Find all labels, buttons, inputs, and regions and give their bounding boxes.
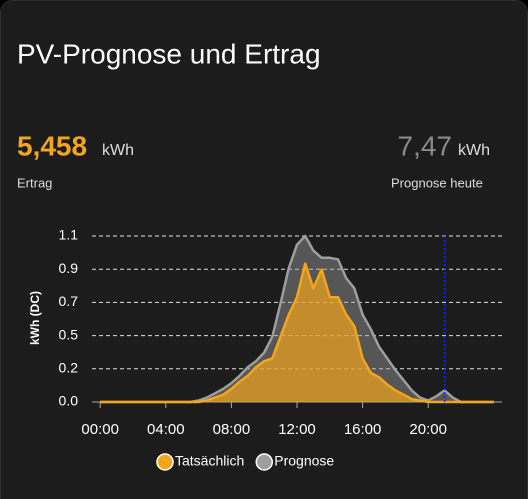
y-tick-label: 0.7: [59, 293, 79, 309]
legend-label[interactable]: Tatsächlich: [175, 453, 244, 469]
series-line: [100, 234, 494, 404]
legend-marker[interactable]: [156, 453, 174, 471]
x-tick-label: 08:00: [213, 421, 251, 438]
y-tick-label: 0.0: [59, 393, 79, 409]
y-tick-label: 0.2: [59, 360, 79, 376]
prognose-value: 7,47: [398, 130, 453, 161]
x-tick-label: 16:00: [344, 421, 382, 438]
ertrag-value: 5,458: [17, 130, 87, 161]
prognose-label: Prognose heute: [391, 175, 483, 190]
y-tick-label: 0.9: [59, 260, 79, 276]
legend-label[interactable]: Prognose: [274, 453, 334, 469]
x-tick-label: 00:00: [81, 421, 119, 438]
area-fill: [100, 263, 494, 402]
legend-marker[interactable]: [255, 453, 274, 471]
card-title: PV-Prognose und Ertrag: [17, 38, 321, 69]
ertrag-label: Ertrag: [17, 175, 52, 190]
prognose-unit: kWh: [458, 142, 490, 159]
y-tick-label: 1.1: [59, 227, 79, 243]
x-tick-label: 20:00: [409, 421, 447, 438]
y-tick-label: 0.5: [59, 326, 79, 342]
series-line: [100, 262, 494, 404]
ertrag-unit: kWh: [102, 142, 134, 159]
x-tick-label: 12:00: [278, 421, 316, 438]
y-axis-title: kWh (DC): [28, 291, 42, 345]
x-tick-label: 04:00: [147, 421, 185, 438]
